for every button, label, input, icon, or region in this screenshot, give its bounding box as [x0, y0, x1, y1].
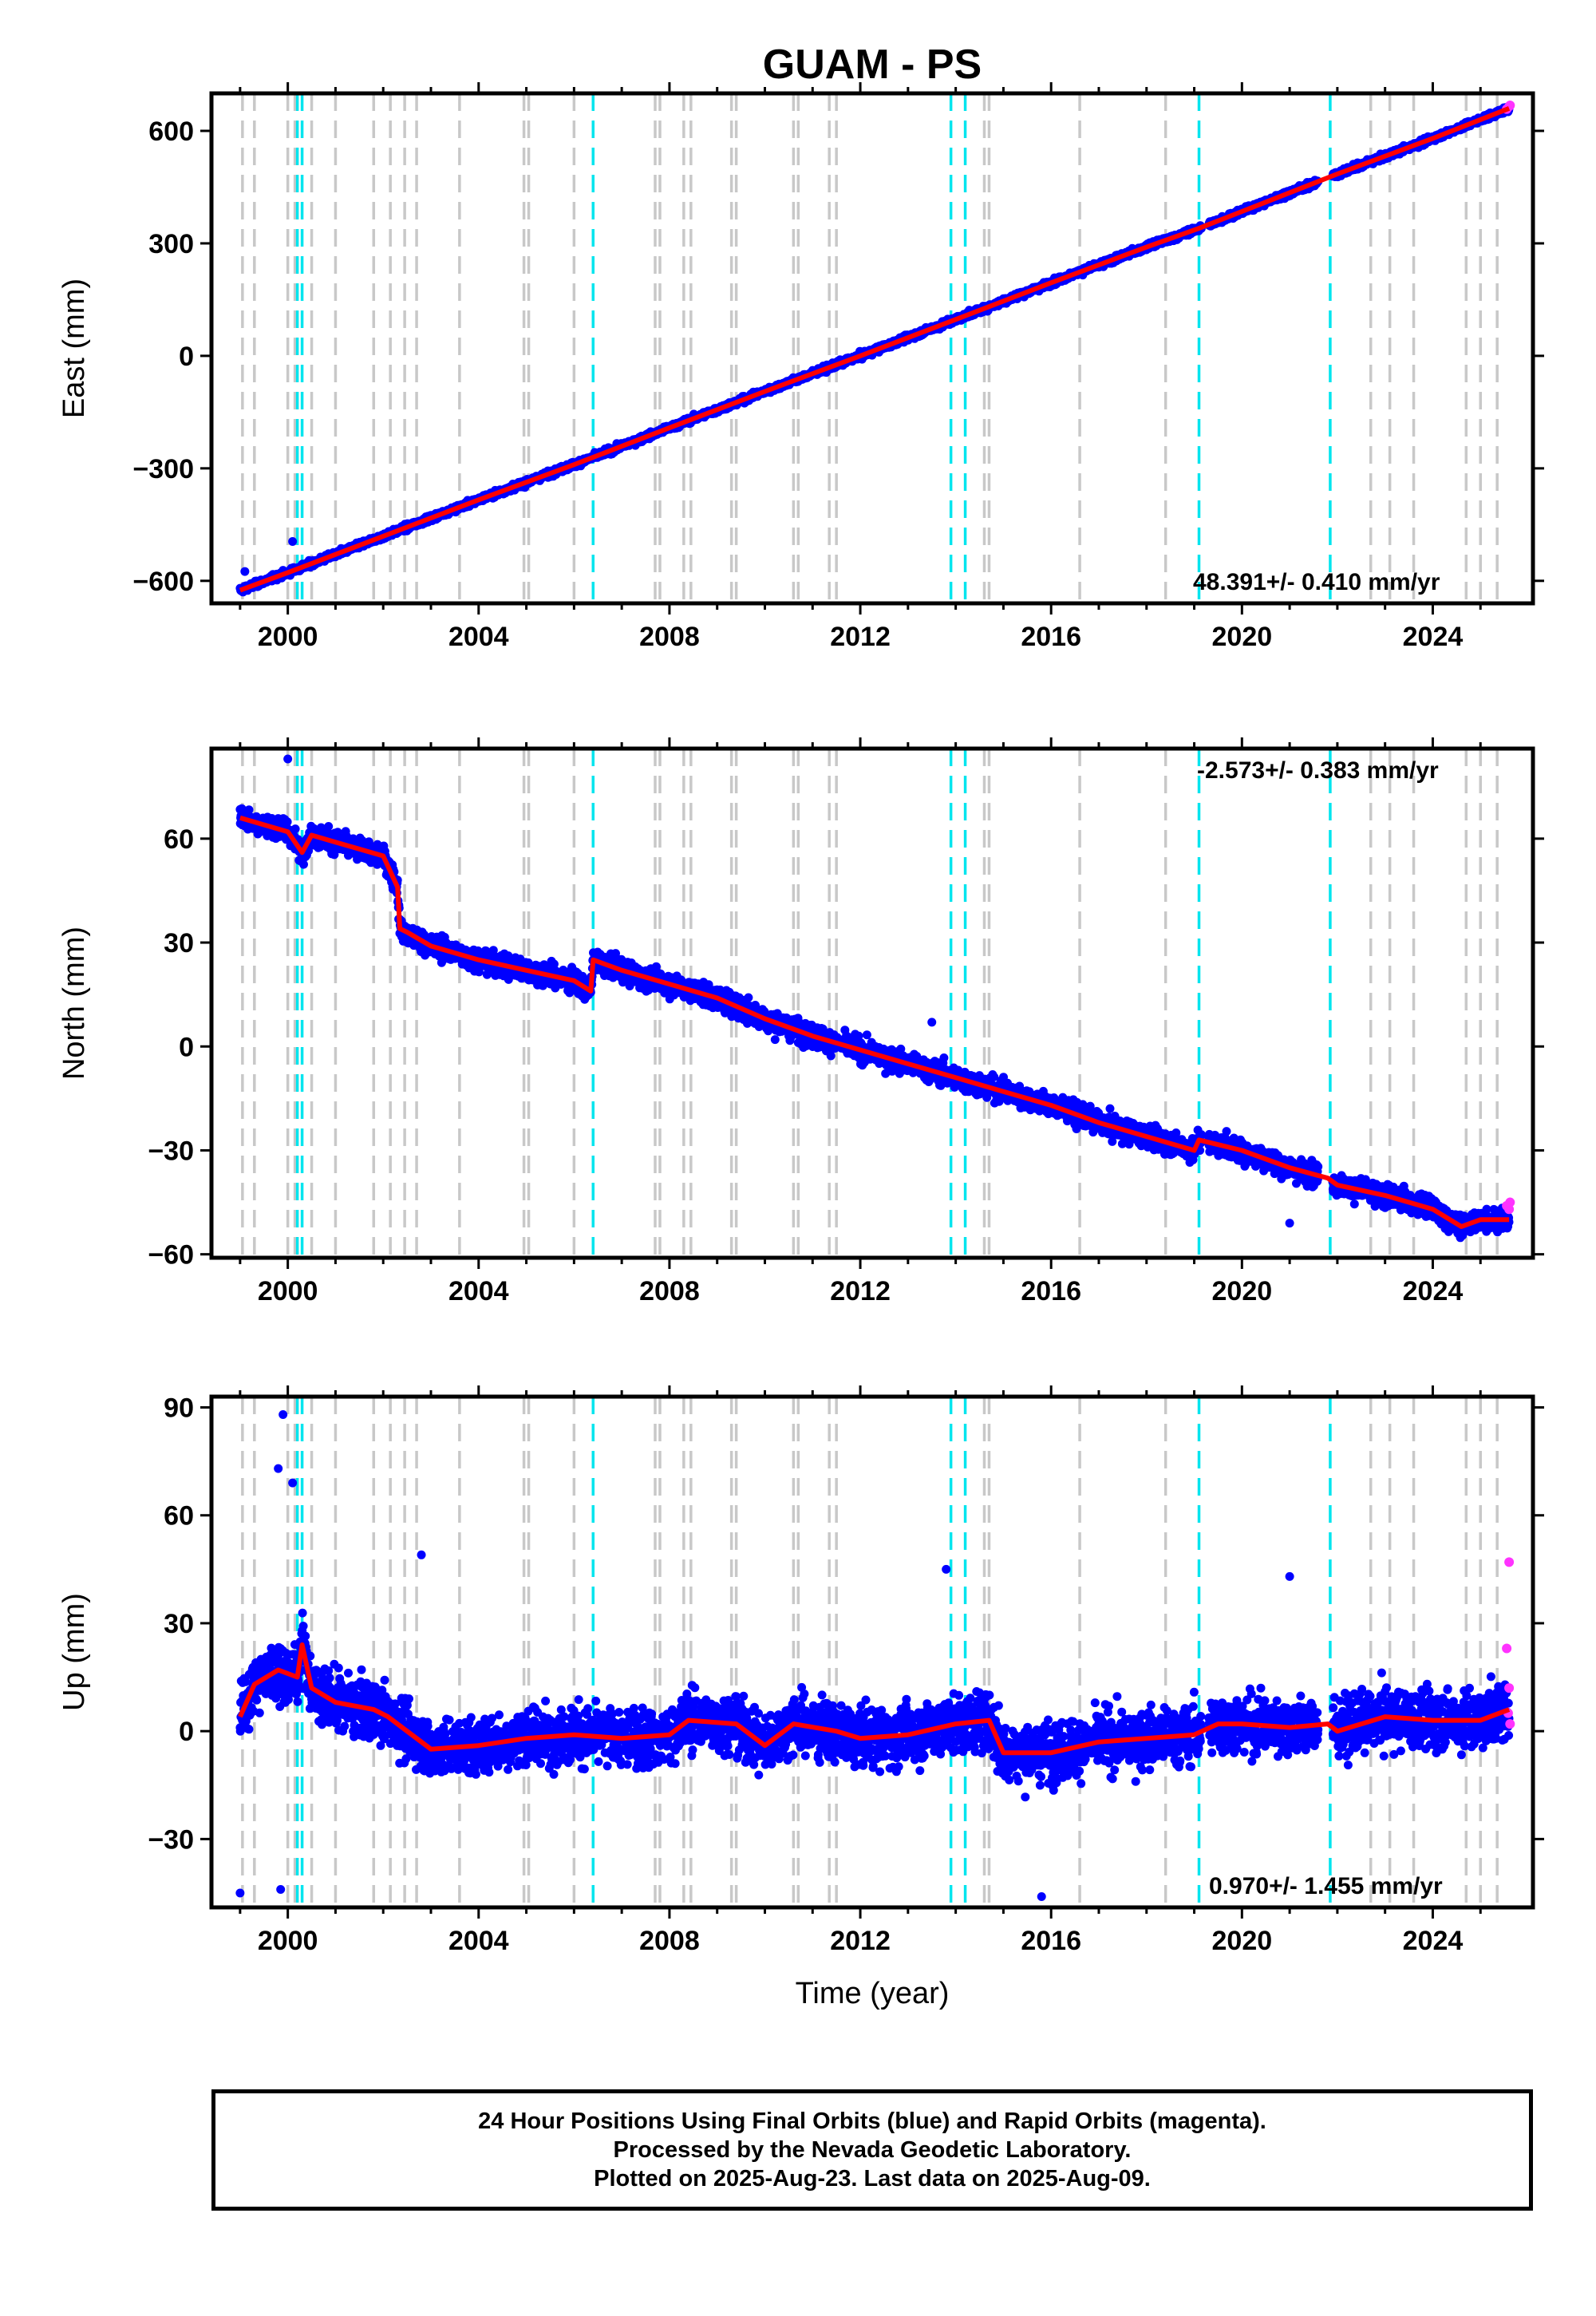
outlier-point	[1285, 1571, 1294, 1581]
outlier-point	[417, 1550, 426, 1559]
outlier-point	[276, 1884, 286, 1894]
x-tick-label: 2020	[1212, 1926, 1273, 1956]
model-fit-line	[238, 1642, 1511, 1756]
y-tick-label: 30	[164, 1609, 194, 1639]
x-tick-label: 2008	[639, 1276, 700, 1306]
outlier-point	[288, 536, 298, 546]
outlier-point	[1285, 1219, 1294, 1228]
y-tick-label: −30	[148, 1136, 194, 1166]
final-orbit-points	[235, 1608, 1514, 1802]
outlier-point	[927, 1018, 937, 1027]
outlier-point	[288, 1478, 298, 1488]
y-tick-label: 60	[164, 1501, 194, 1531]
x-tick-label: 2016	[1021, 622, 1081, 652]
x-tick-label: 2012	[830, 622, 891, 652]
rapid-orbit-point	[1505, 1197, 1515, 1207]
y-tick-label: 90	[164, 1393, 194, 1424]
x-axis-title: Time (year)	[796, 1977, 950, 2010]
y-tick-label: 0	[179, 1032, 194, 1062]
y-tick-label: 0	[179, 342, 194, 372]
x-tick-label: 2000	[258, 622, 318, 652]
rapid-orbit-point	[1502, 1643, 1512, 1654]
y-tick-label: 300	[148, 229, 194, 259]
plot-frame	[209, 746, 1535, 1260]
rapid-orbit-point	[1505, 1719, 1515, 1729]
plot-frame	[209, 91, 1535, 606]
y-tick-label: −600	[132, 567, 194, 597]
x-tick-label: 2004	[448, 1926, 509, 1956]
outlier-point	[274, 1464, 283, 1473]
x-tick-label: 2020	[1212, 1276, 1273, 1306]
plot-area	[235, 93, 1515, 603]
y-axis-title: East (mm)	[57, 279, 91, 418]
outlier-point	[235, 1888, 245, 1898]
panel-3: −30 0 30 60 90 2000 2004 2008 2012 2016 2020 2024 Up…	[57, 1385, 1544, 2010]
plot-frame	[209, 1394, 1535, 1910]
outlier-point	[942, 1564, 951, 1574]
outlier-point	[1037, 1891, 1046, 1901]
x-tick-label: 2012	[830, 1926, 891, 1956]
outlier-point	[240, 567, 250, 576]
footer-line-1: 24 Hour Positions Using Final Orbits (bl…	[478, 2109, 1266, 2134]
model-fit-line	[239, 815, 1510, 1229]
x-tick-label: 2004	[448, 622, 509, 652]
x-tick-label: 2000	[258, 1926, 318, 1956]
x-tick-label: 2016	[1021, 1276, 1081, 1306]
y-tick-label: 60	[164, 824, 194, 855]
y-tick-label: 30	[164, 928, 194, 958]
x-tick-label: 2020	[1212, 622, 1273, 652]
x-tick-label: 2008	[639, 1926, 700, 1956]
rate-label: 48.391+/- 0.410 mm/yr	[1193, 569, 1440, 595]
y-axis-title: Up (mm)	[57, 1593, 91, 1711]
panel-2: −60 −30 0 30 60 2000 2004 2008 2012 2016 2020 2024 N…	[57, 737, 1544, 1306]
x-tick-label: 2004	[448, 1276, 509, 1306]
rapid-orbit-point	[1504, 1557, 1515, 1567]
x-tick-label: 2000	[258, 1276, 318, 1306]
footer-line-3: Plotted on 2025-Aug-23. Last data on 202…	[594, 2166, 1151, 2192]
x-tick-label: 2024	[1403, 622, 1464, 652]
rate-label: -2.573+/- 0.383 mm/yr	[1197, 757, 1439, 784]
plot-area	[235, 1397, 1515, 1907]
y-tick-label: −60	[148, 1240, 194, 1271]
x-tick-label: 2008	[639, 622, 700, 652]
footer-line-2: Processed by the Nevada Geodetic Laborat…	[613, 2137, 1132, 2163]
model-fit-line	[239, 106, 1511, 593]
outlier-point	[279, 1410, 288, 1420]
y-tick-label: −300	[132, 454, 194, 484]
y-axis-title: North (mm)	[57, 927, 91, 1080]
outlier-point	[283, 754, 293, 764]
rapid-orbit-point	[1504, 1683, 1515, 1694]
rate-label: 0.970+/- 1.455 mm/yr	[1209, 1873, 1443, 1899]
plot-area	[235, 749, 1515, 1258]
x-tick-label: 2016	[1021, 1926, 1081, 1956]
y-tick-label: 0	[179, 1717, 194, 1747]
panel-1: −600 −300 0 300 600 2000 2004 2008 2012 2016 2020 2…	[57, 82, 1544, 652]
footer-box: 24 Hour Positions Using Final Orbits (bl…	[211, 2089, 1533, 2211]
y-tick-label: 600	[148, 117, 194, 147]
x-tick-label: 2024	[1403, 1926, 1464, 1956]
y-tick-label: −30	[148, 1824, 194, 1855]
x-tick-label: 2012	[830, 1276, 891, 1306]
chart-title: GUAM - PS	[763, 41, 982, 88]
x-tick-label: 2024	[1403, 1276, 1464, 1306]
